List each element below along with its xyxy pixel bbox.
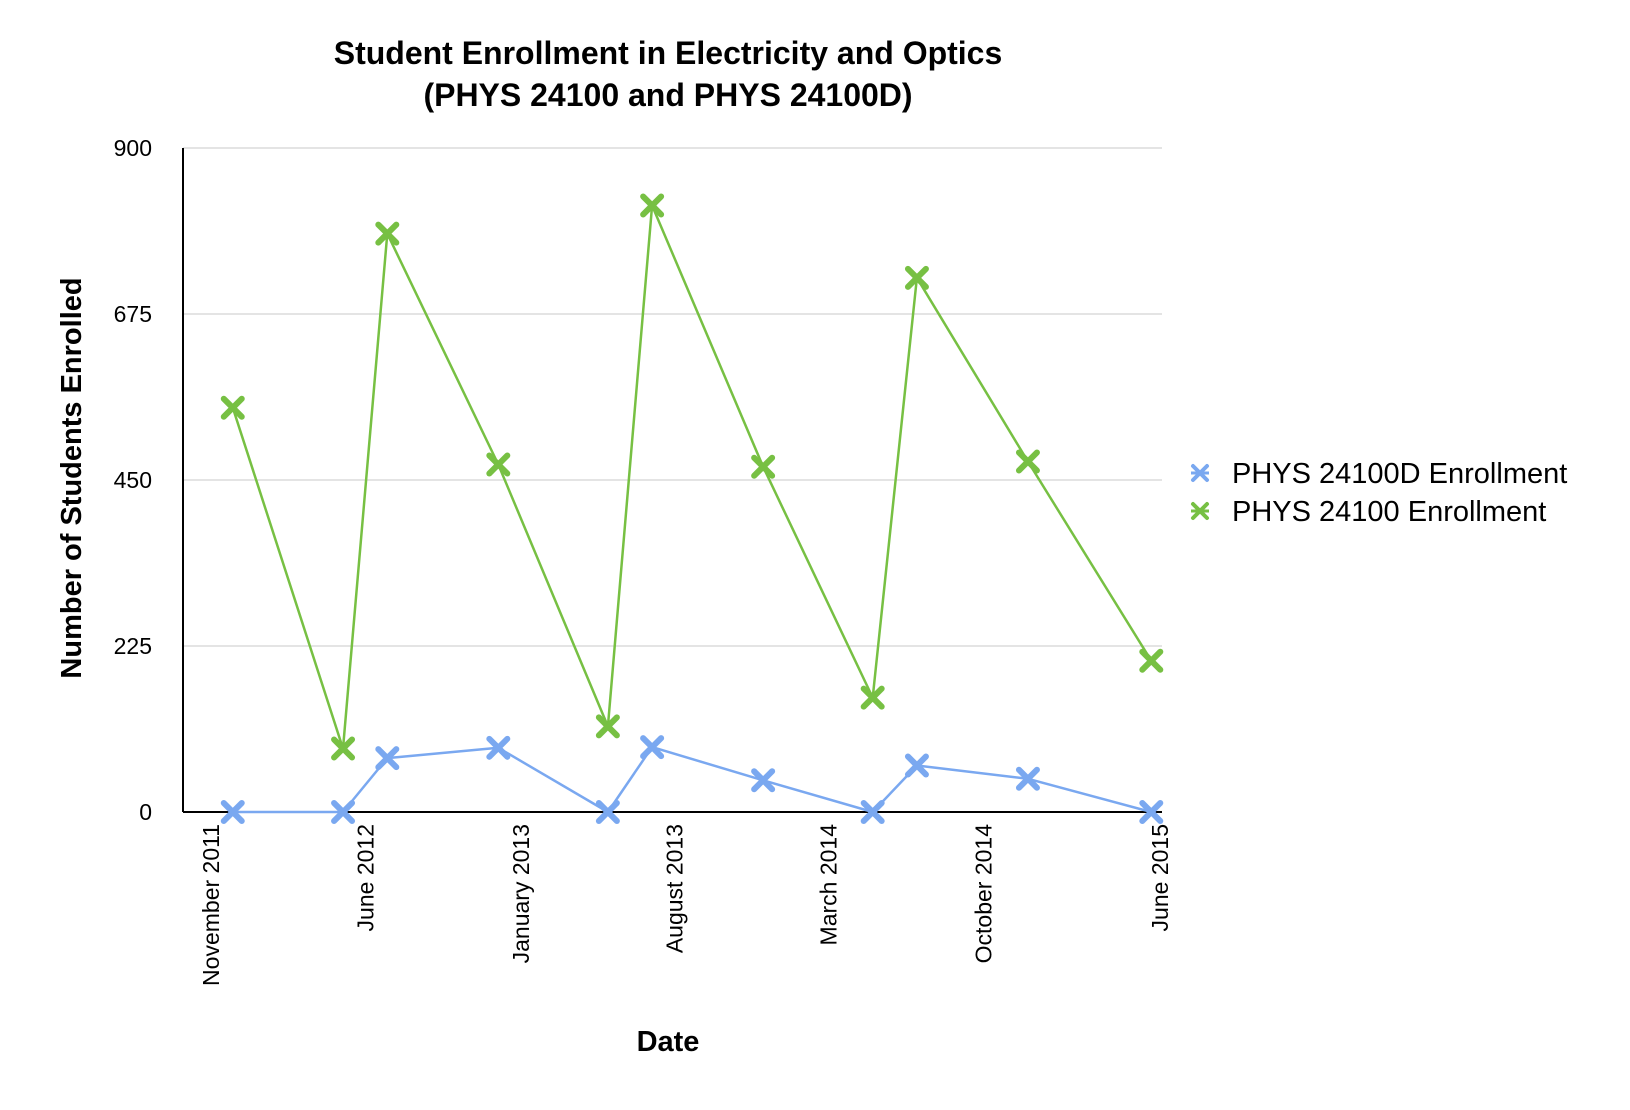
data-point xyxy=(486,735,511,760)
data-point xyxy=(331,800,356,824)
chart-subtitle: (PHYS 24100 and PHYS 24100D) xyxy=(423,77,912,113)
series-phys-24100d-enrollment xyxy=(220,735,1164,824)
y-tick-label: 0 xyxy=(139,799,152,825)
data-point xyxy=(904,265,929,290)
legend: PHYS 24100D Enrollment PHYS 24100 Enrollm… xyxy=(1191,458,1567,528)
data-point xyxy=(904,753,929,778)
data-point xyxy=(220,800,245,824)
data-point xyxy=(751,454,776,479)
y-tick-label: 225 xyxy=(114,633,152,659)
data-point xyxy=(640,735,665,760)
y-axis-tick-labels: 0 225 450 675 900 xyxy=(114,135,152,825)
x-axis-tick-labels: November 2011 June 2012 January 2013 August… xyxy=(198,824,1173,986)
data-point xyxy=(1139,800,1164,824)
legend-item: PHYS 24100D Enrollment xyxy=(1191,458,1567,490)
data-point xyxy=(375,746,400,771)
y-axis-title: Number of Students Enrolled xyxy=(56,277,88,678)
legend-label: PHYS 24100 Enrollment xyxy=(1232,496,1546,528)
x-tick-label: March 2014 xyxy=(815,824,841,946)
series-line xyxy=(231,204,1153,750)
data-point xyxy=(1015,449,1040,474)
x-tick-label: August 2013 xyxy=(662,824,688,953)
x-tick-label: June 2012 xyxy=(353,824,379,931)
legend-marker xyxy=(1191,464,1209,482)
gridlines xyxy=(183,147,1162,647)
y-tick-label: 450 xyxy=(114,467,152,493)
y-tick-label: 900 xyxy=(114,135,152,161)
x-tick-label: October 2014 xyxy=(971,824,997,964)
data-point xyxy=(860,800,885,824)
x-tick-label: November 2011 xyxy=(198,824,224,986)
data-point xyxy=(595,714,620,739)
series-group xyxy=(220,193,1164,824)
data-point xyxy=(1139,648,1164,673)
series-line xyxy=(232,745,1152,814)
x-axis-title: Date xyxy=(637,1026,700,1058)
data-point xyxy=(640,193,665,218)
legend-item: PHYS 24100 Enrollment xyxy=(1191,496,1546,528)
chart-title: Student Enrollment in Electricity and Op… xyxy=(334,35,1003,71)
data-point xyxy=(751,768,776,793)
data-point xyxy=(595,800,620,824)
data-point xyxy=(375,221,400,246)
y-tick-label: 675 xyxy=(114,301,152,327)
legend-label: PHYS 24100D Enrollment xyxy=(1232,458,1567,490)
x-tick-label: January 2013 xyxy=(508,824,534,963)
data-point xyxy=(1015,766,1040,791)
data-point xyxy=(860,685,885,710)
series-phys-24100-enrollment xyxy=(220,193,1164,761)
data-point xyxy=(486,452,511,477)
x-tick-label: June 2015 xyxy=(1147,824,1173,931)
data-point xyxy=(331,736,356,761)
data-point xyxy=(220,395,245,420)
legend-marker xyxy=(1191,502,1209,520)
